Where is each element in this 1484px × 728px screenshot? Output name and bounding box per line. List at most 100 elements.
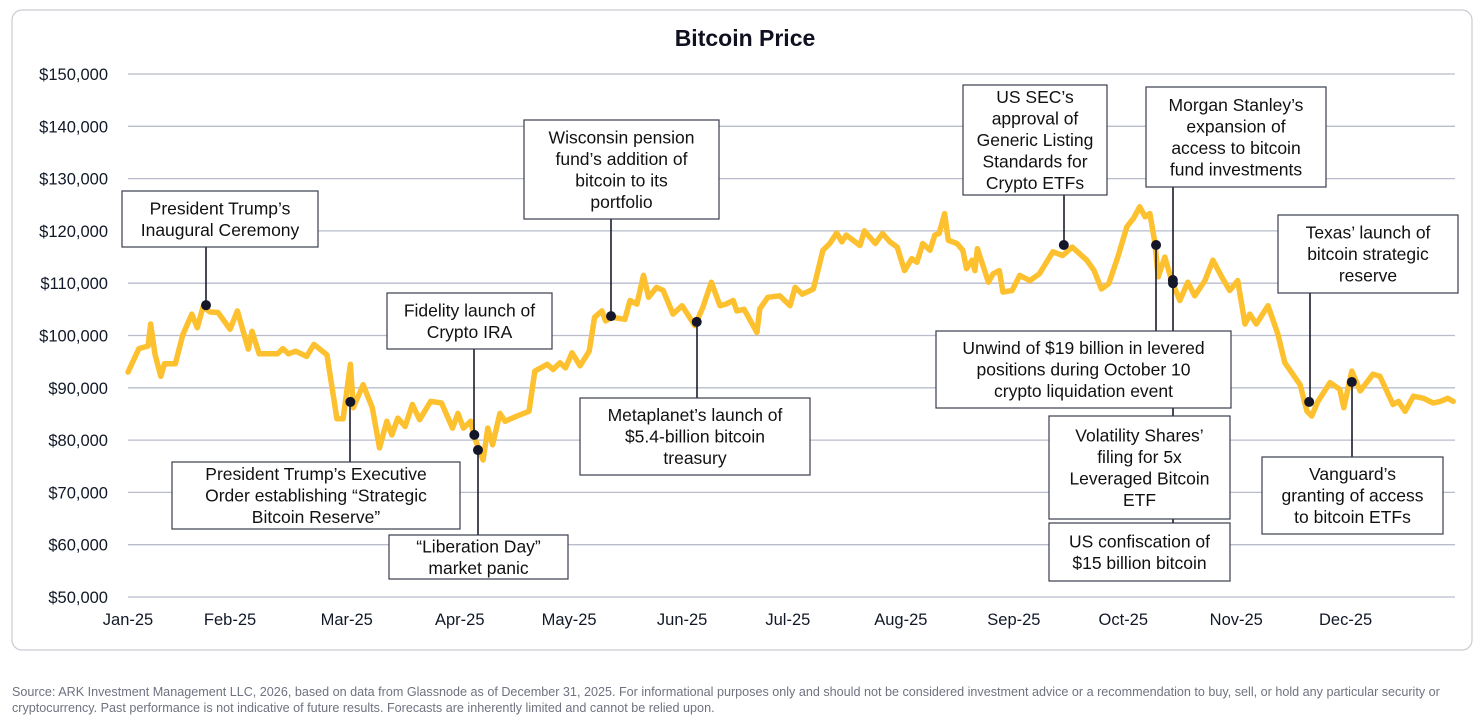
annotation-text-line: Crypto IRA bbox=[427, 322, 513, 342]
y-tick-label: $70,000 bbox=[48, 484, 108, 502]
event-marker-dot bbox=[201, 300, 212, 311]
y-tick-label: $140,000 bbox=[39, 118, 108, 136]
x-tick-label: Mar-25 bbox=[321, 611, 373, 629]
annotation-text-line: approval of bbox=[992, 109, 1079, 129]
annotation-box bbox=[962, 84, 1108, 196]
annotation-text-line: President Trump’s bbox=[150, 198, 291, 218]
annotation-text-line: Wisconsin pension bbox=[549, 127, 695, 147]
event-marker-dot bbox=[469, 429, 480, 440]
annotation-text-line: bitcoin strategic bbox=[1307, 244, 1429, 264]
event-marker-dot bbox=[1346, 377, 1357, 388]
annotation-text-line: President Trump’s Executive bbox=[205, 464, 426, 484]
annotation-box bbox=[935, 330, 1232, 409]
annotation-confiscation: US confiscation of$15 billion bitcoin bbox=[1048, 522, 1231, 582]
annotation-text-line: Fidelity launch of bbox=[404, 300, 535, 320]
annotation-box bbox=[388, 534, 569, 580]
annotation-text-line: Metaplanet’s launch of bbox=[608, 405, 783, 425]
annotation-text-line: Unwind of $19 billion in levered bbox=[962, 338, 1204, 358]
annotation-text-line: US SEC’s bbox=[996, 87, 1074, 107]
annotation-text-line: Texas’ launch of bbox=[1306, 223, 1431, 243]
x-tick-label: Feb-25 bbox=[204, 611, 256, 629]
annotation-text-line: Order establishing “Strategic bbox=[205, 486, 427, 506]
annotation-text-line: Generic Listing bbox=[977, 130, 1094, 150]
annotation-text-line: access to bitcoin bbox=[1171, 138, 1300, 158]
x-tick-label: Jun-25 bbox=[657, 611, 707, 629]
y-tick-label: $120,000 bbox=[39, 223, 108, 241]
annotation-text-line: Standards for bbox=[982, 152, 1087, 172]
x-axis-ticks: Jan-25 Feb-25 Mar-25 Apr-25 May-25 Jun-25 Jul-… bbox=[103, 611, 1372, 629]
annotation-text-line: ETF bbox=[1123, 490, 1156, 510]
annotation-text-line: Inaugural Ceremony bbox=[141, 220, 300, 240]
event-marker-dot bbox=[1151, 240, 1162, 251]
y-axis-ticks: $150,000 $140,000 $130,000 $120,000 $110,000… bbox=[39, 66, 108, 607]
annotation-box bbox=[121, 190, 319, 248]
annotation-text-line: Volatility Shares’ bbox=[1075, 425, 1203, 445]
annotation-box bbox=[1048, 415, 1231, 520]
y-tick-label: $150,000 bbox=[39, 66, 108, 84]
x-tick-label: Jan-25 bbox=[103, 611, 153, 629]
annotation-box bbox=[523, 119, 720, 220]
event-marker-dot bbox=[1058, 240, 1069, 251]
annotation-text-line: fund investments bbox=[1170, 159, 1303, 179]
annotation-liberation-day: “Liberation Day”market panic bbox=[388, 534, 569, 580]
annotation-box bbox=[1277, 214, 1459, 294]
annotation-dots bbox=[201, 240, 1357, 456]
event-marker-dot bbox=[606, 311, 617, 322]
annotation-text-line: reserve bbox=[1339, 266, 1397, 286]
annotation-text-line: fund’s addition of bbox=[555, 149, 687, 169]
annotation-text-line: granting of access bbox=[1281, 486, 1423, 506]
y-tick-label: $90,000 bbox=[48, 380, 108, 398]
annotation-box bbox=[171, 461, 461, 530]
event-marker-dot bbox=[1168, 278, 1178, 289]
annotation-text-line: $15 billion bitcoin bbox=[1072, 553, 1206, 573]
annotation-text-line: portfolio bbox=[590, 192, 652, 212]
annotation-box bbox=[1048, 522, 1231, 582]
annotation-box bbox=[1145, 86, 1327, 188]
x-tick-label: Dec-25 bbox=[1319, 611, 1372, 629]
annotation-text-line: expansion of bbox=[1186, 116, 1285, 136]
source-footnote: Source: ARK Investment Management LLC, 2… bbox=[12, 685, 1440, 715]
annotation-volatility-shares: Volatility Shares’filing for 5xLeveraged… bbox=[1048, 415, 1231, 520]
annotation-leaders bbox=[205, 187, 1353, 535]
annotation-box bbox=[579, 397, 811, 476]
annotation-text-line: to bitcoin ETFs bbox=[1294, 507, 1411, 527]
annotation-text-line: positions during October 10 bbox=[976, 360, 1190, 380]
x-tick-label: Oct-25 bbox=[1098, 611, 1148, 629]
annotation-text-line: Crypto ETFs bbox=[986, 173, 1084, 193]
annotation-metaplanet: Metaplanet’s launch of$5.4-billion bitco… bbox=[579, 397, 811, 476]
chart-title: Bitcoin Price bbox=[675, 25, 816, 51]
y-tick-label: $100,000 bbox=[39, 328, 108, 346]
annotation-text-line: treasury bbox=[663, 448, 726, 468]
y-tick-label: $80,000 bbox=[48, 432, 108, 450]
x-tick-label: Nov-25 bbox=[1210, 611, 1263, 629]
y-tick-label: $130,000 bbox=[39, 171, 108, 189]
event-marker-dot bbox=[345, 396, 356, 407]
annotation-text-line: market panic bbox=[428, 558, 528, 578]
annotation-text-line: “Liberation Day” bbox=[416, 536, 541, 556]
annotation-text-line: Bitcoin Reserve” bbox=[252, 507, 381, 527]
event-marker-dot bbox=[691, 316, 702, 327]
y-tick-label: $110,000 bbox=[40, 275, 108, 293]
x-tick-label: Jul-25 bbox=[765, 611, 810, 629]
annotation-text-line: Morgan Stanley’s bbox=[1169, 95, 1304, 115]
x-tick-label: May-25 bbox=[542, 611, 597, 629]
annotation-unwind: Unwind of $19 billion in leveredposition… bbox=[935, 330, 1232, 409]
annotation-text-line: crypto liquidation event bbox=[994, 381, 1173, 401]
event-marker-dot bbox=[472, 445, 483, 456]
x-tick-label: Aug-25 bbox=[874, 611, 927, 629]
event-marker-dot bbox=[1304, 396, 1315, 407]
annotation-box bbox=[1261, 456, 1444, 535]
y-tick-label: $50,000 bbox=[48, 589, 108, 607]
annotation-box bbox=[386, 292, 553, 350]
